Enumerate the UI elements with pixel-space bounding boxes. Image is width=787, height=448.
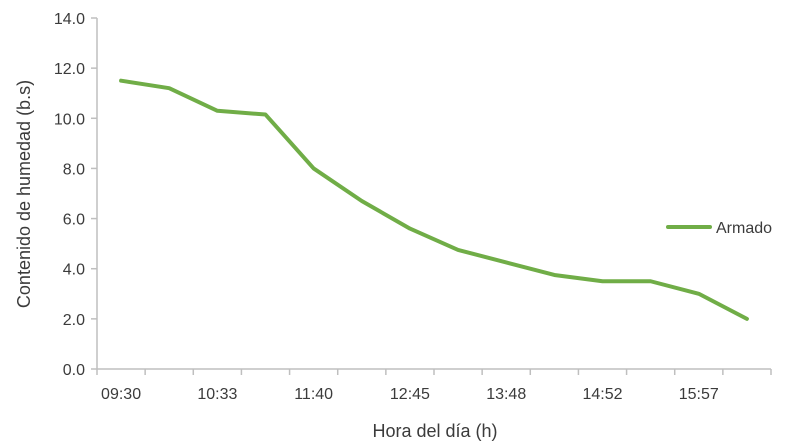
y-tick-label: 0.0 <box>63 362 85 379</box>
x-tick-label: 13:48 <box>486 386 526 403</box>
legend-label-armado: Armado <box>716 220 772 237</box>
y-tick-label: 12.0 <box>54 61 85 78</box>
x-tick-label: 14:52 <box>582 386 622 403</box>
series-line-armado <box>121 81 747 319</box>
legend: Armado <box>668 220 772 237</box>
y-tick-label: 10.0 <box>54 111 85 128</box>
y-axis-ticks: 0.0 2.0 4.0 6.0 8.0 10.0 12.0 14.0 <box>54 11 97 379</box>
y-axis-title: Contenido de humedad (b.s) <box>14 80 34 308</box>
y-tick-label: 14.0 <box>54 11 85 28</box>
x-tick-label: 09:30 <box>101 386 141 403</box>
axes <box>97 18 771 369</box>
y-tick-label: 8.0 <box>63 161 85 178</box>
series-layer <box>121 81 747 319</box>
y-tick-label: 2.0 <box>63 312 85 329</box>
y-tick-label: 6.0 <box>63 212 85 229</box>
x-tick-label: 15:57 <box>679 386 719 403</box>
x-tick-label: 10:33 <box>197 386 237 403</box>
x-tick-label: 12:45 <box>390 386 430 403</box>
x-tick-label: 11:40 <box>294 386 333 403</box>
y-tick-label: 4.0 <box>63 262 85 279</box>
x-axis-ticks: 09:30 10:33 11:40 12:45 13:48 14:52 15:57 <box>97 369 771 403</box>
x-axis-title: Hora del día (h) <box>372 421 497 441</box>
